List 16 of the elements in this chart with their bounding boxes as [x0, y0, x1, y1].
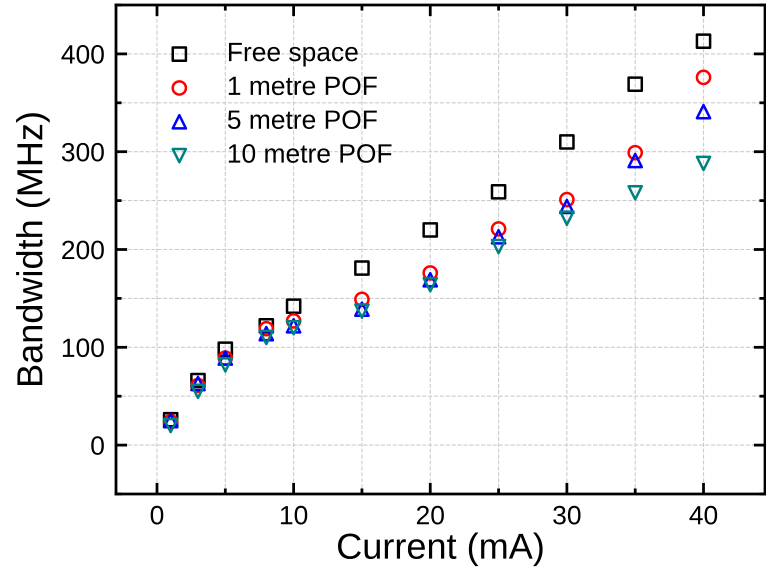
- y-tick-label: 300: [62, 142, 104, 162]
- legend-label: 10 metre POF: [228, 144, 392, 163]
- legend-label: Free space: [229, 42, 358, 67]
- x-axis-title: Current (mA): [338, 532, 543, 566]
- y-tick-label: 100: [62, 338, 104, 358]
- y-axis-title: Bandwidth (MHz): [16, 113, 50, 385]
- x-tick-label: 0: [150, 506, 164, 524]
- x-tick-label: 20: [416, 506, 444, 524]
- legend-label: 5 metre POF: [228, 110, 377, 129]
- y-tick-label: 400: [61, 45, 104, 64]
- x-tick-label: 10: [280, 506, 308, 524]
- x-tick-label: 30: [553, 506, 581, 524]
- legend-label: 1 metre POF: [228, 76, 377, 96]
- y-tick-label: 0: [91, 436, 104, 455]
- x-tick-label: 40: [689, 506, 718, 524]
- y-tick-label: 200: [62, 240, 104, 260]
